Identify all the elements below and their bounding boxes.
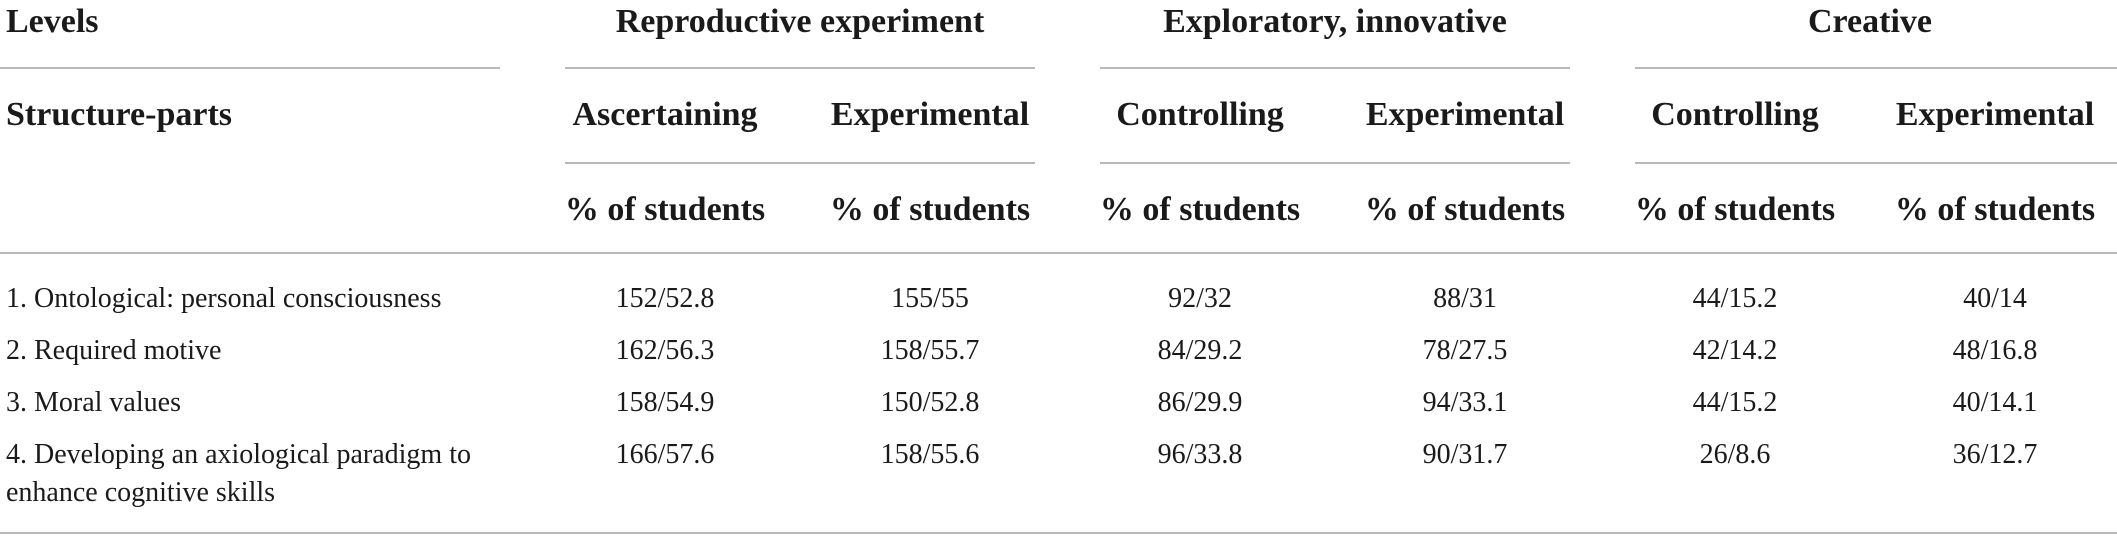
table-cell: 152/52.8 (615, 283, 715, 314)
rule-sub-reproductive (565, 162, 1035, 164)
subheader-experimental-1: Experimental (830, 96, 1030, 133)
table-cell: 158/54.9 (615, 387, 715, 418)
unit-header: % of students (1364, 191, 1566, 228)
table-cell: 84/29.2 (1157, 335, 1243, 366)
table-cell: 42/14.2 (1692, 335, 1778, 366)
structure-parts-header: Structure-parts (6, 96, 232, 133)
table-cell: 48/16.8 (1952, 335, 2038, 366)
table-cell: 150/52.8 (880, 387, 980, 418)
rule-group-creative (1635, 67, 2117, 69)
table-cell: 78/27.5 (1422, 335, 1508, 366)
table-cell: 88/31 (1433, 283, 1497, 314)
unit-header: % of students (829, 191, 1031, 228)
group-header-exploratory: Exploratory, innovative (1163, 3, 1507, 40)
group-header-creative: Creative (1808, 3, 1932, 40)
row-label: 3. Moral values (6, 387, 181, 418)
rule-group-reproductive (565, 67, 1035, 69)
header-bottom-rule (0, 252, 2117, 254)
table-bottom-rule (0, 532, 2117, 534)
subheader-experimental-3: Experimental (1895, 96, 2095, 133)
table-cell: 40/14 (1963, 283, 2027, 314)
row-label: 1. Ontological: personal consciousness (6, 283, 442, 314)
table-cell: 162/56.3 (615, 335, 715, 366)
table-cell: 40/14.1 (1952, 387, 2038, 418)
table-cell: 92/32 (1168, 283, 1232, 314)
table-cell: 158/55.6 (880, 439, 980, 470)
group-header-reproductive: Reproductive experiment (615, 3, 985, 40)
row-label-line-1: 4. Developing an axiological paradigm to (6, 439, 471, 470)
table-cell: 26/8.6 (1699, 439, 1771, 470)
table-cell: 158/55.7 (880, 335, 980, 366)
table-cell: 90/31.7 (1422, 439, 1508, 470)
unit-header: % of students (1099, 191, 1301, 228)
row-label-line-2: enhance cognitive skills (6, 477, 276, 508)
table-cell: 166/57.6 (615, 439, 715, 470)
subheader-ascertaining: Ascertaining (572, 96, 758, 133)
rule-levels (0, 67, 500, 69)
table-cell: 86/29.9 (1157, 387, 1243, 418)
subheader-controlling-1: Controlling (1116, 96, 1284, 133)
subheader-controlling-2: Controlling (1651, 96, 1819, 133)
rule-group-exploratory (1100, 67, 1570, 69)
rule-sub-creative (1635, 162, 2117, 164)
table-cell: 36/12.7 (1952, 439, 2038, 470)
levels-header: Levels (6, 3, 99, 40)
rule-sub-exploratory (1100, 162, 1570, 164)
subheader-experimental-2: Experimental (1365, 96, 1565, 133)
table-cell: 44/15.2 (1692, 387, 1778, 418)
unit-header: % of students (564, 191, 766, 228)
table-cell: 155/55 (891, 283, 969, 314)
table-cell: 94/33.1 (1422, 387, 1508, 418)
row-label: 2. Required motive (6, 335, 222, 366)
unit-header: % of students (1894, 191, 2096, 228)
table-cell: 44/15.2 (1692, 283, 1778, 314)
unit-header: % of students (1634, 191, 1836, 228)
table-cell: 96/33.8 (1157, 439, 1243, 470)
